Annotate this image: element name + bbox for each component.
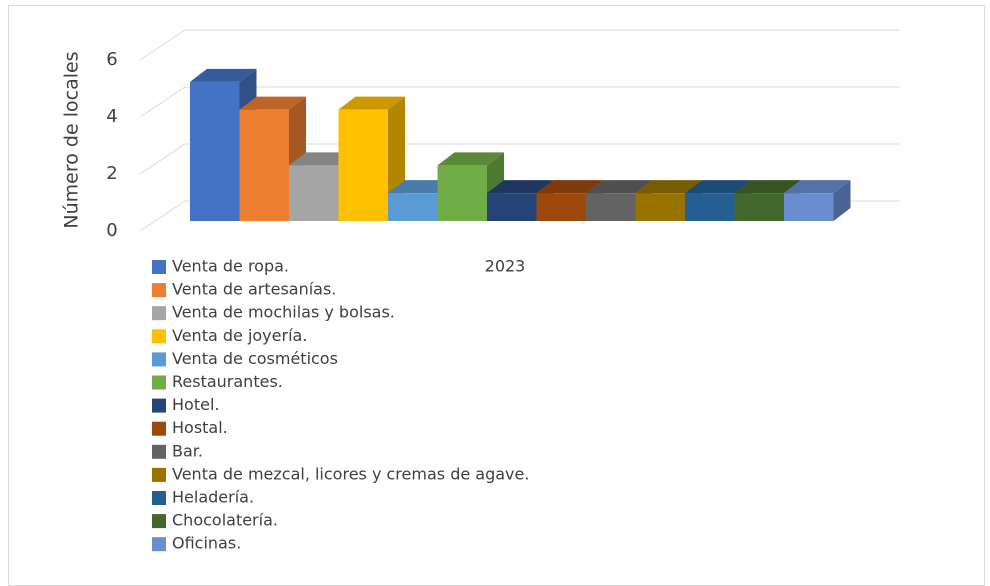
legend-swatch	[152, 375, 166, 390]
legend-swatch	[152, 491, 166, 505]
bar	[487, 193, 537, 221]
legend-swatch	[152, 537, 166, 552]
bar-side	[833, 180, 851, 221]
legend-swatch	[152, 352, 166, 367]
legend-swatch	[152, 283, 166, 298]
bar	[685, 193, 735, 221]
bar-top	[586, 180, 653, 194]
legend-swatch	[152, 329, 166, 344]
chart-border	[8, 5, 985, 586]
bar	[536, 193, 586, 221]
legend-label: Venta de ropa.	[172, 257, 289, 276]
x-tick-label: 2023	[485, 257, 526, 276]
y-tick-label: 4	[106, 106, 117, 127]
y-axis-title: Número de locales	[61, 51, 83, 228]
bar-top	[487, 180, 554, 194]
bar-top	[437, 152, 504, 166]
legend-label: Hostal.	[172, 418, 228, 437]
bar	[388, 193, 438, 221]
bar-top	[734, 180, 801, 194]
legend-swatch	[152, 306, 166, 321]
legend-label: Restaurantes.	[172, 372, 283, 391]
bar-top	[190, 68, 257, 82]
legend-swatch	[152, 514, 166, 529]
legend-swatch	[152, 398, 166, 413]
bar-top	[784, 180, 851, 194]
legend-label: Heladería.	[172, 488, 254, 507]
bar	[190, 81, 240, 221]
bar	[734, 193, 784, 221]
legend-label: Hotel.	[172, 395, 219, 414]
grid-line	[139, 143, 900, 175]
legend-label: Bar.	[172, 441, 203, 460]
bar	[635, 193, 685, 221]
legend-label: Oficinas.	[172, 534, 241, 553]
legend-swatch	[152, 421, 166, 436]
bar	[586, 193, 636, 221]
bar	[289, 165, 339, 221]
bar	[239, 109, 289, 221]
bar	[437, 165, 487, 221]
legend-label: Venta de cosméticos	[172, 349, 338, 368]
bar-top	[635, 180, 702, 194]
y-tick-label: 2	[106, 163, 117, 184]
bar	[784, 193, 834, 221]
bar-top	[239, 96, 306, 110]
grid-line	[139, 29, 900, 61]
grid-line	[139, 86, 900, 118]
legend-label: Venta de mezcal, licores y cremas de aga…	[172, 464, 529, 483]
bar-top	[536, 180, 603, 194]
legend-label: Venta de mochilas y bolsas.	[172, 303, 395, 322]
bar	[338, 109, 388, 221]
bar-top	[685, 180, 752, 194]
legend-swatch	[152, 444, 166, 459]
legend-label: Chocolatería.	[172, 511, 278, 530]
y-tick-label: 0	[106, 220, 117, 241]
bar-top	[338, 96, 405, 110]
legend-swatch	[152, 467, 166, 482]
y-tick-label: 6	[106, 49, 117, 70]
legend-label: Venta de joyería.	[172, 326, 307, 345]
legend-label: Venta de artesanías.	[172, 280, 336, 299]
legend-swatch	[152, 260, 166, 274]
